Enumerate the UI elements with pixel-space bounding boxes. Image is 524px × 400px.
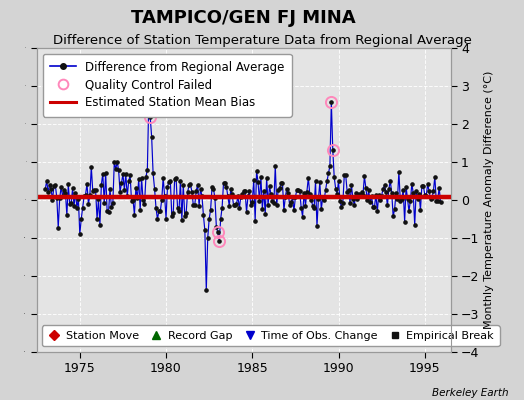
Text: Berkeley Earth: Berkeley Earth xyxy=(432,388,508,398)
Text: Difference of Station Temperature Data from Regional Average: Difference of Station Temperature Data f… xyxy=(52,34,472,47)
Y-axis label: Monthly Temperature Anomaly Difference (°C): Monthly Temperature Anomaly Difference (… xyxy=(484,71,494,329)
Legend: Station Move, Record Gap, Time of Obs. Change, Empirical Break: Station Move, Record Gap, Time of Obs. C… xyxy=(42,325,499,346)
Title: TAMPICO/GEN FJ MINA: TAMPICO/GEN FJ MINA xyxy=(132,9,356,27)
